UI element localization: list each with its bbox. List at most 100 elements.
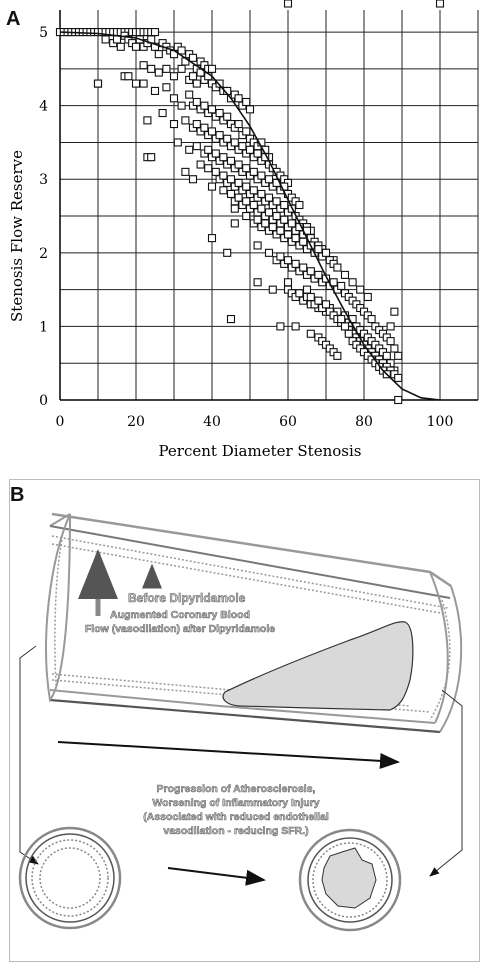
scatter-point [344,329,353,338]
scatter-point [367,315,376,324]
scatter-point [321,300,331,309]
scatter-point [302,285,312,294]
scatter-point [245,145,255,154]
y-tick-label: 5 [39,25,48,41]
scatter-point [112,35,122,44]
left-connector-arrow [19,645,39,865]
scatter-point [154,50,163,59]
scatter-point [245,105,255,114]
scatter-point [253,241,262,250]
scatter-point [242,211,251,221]
scatter-point [283,278,293,287]
scatter-point [337,281,346,290]
scatter-point [162,64,171,73]
chart-axes [59,10,478,401]
x-tick-label: 40 [203,414,221,430]
scatter-point [276,252,285,261]
scatter-point [276,322,285,331]
cross-section-plaque [321,847,377,909]
scatter-point [196,160,205,169]
scatter-point [215,108,224,118]
y-axis-label: Stenosis Flow Reserve [8,150,26,322]
scatter-point [257,204,266,213]
scatter-point [382,351,391,360]
scatter-point [276,226,285,235]
scatter-point [211,149,220,158]
x-tick-label: 0 [56,414,65,430]
scatter-point [283,256,293,265]
scatter-point [272,211,281,221]
progression-text-line1: Progression of Atherosclerosis, [157,783,316,795]
scatter-point [268,285,277,294]
scatter-point [242,182,251,191]
scatter-point [268,223,277,232]
scatter-point [173,138,182,147]
scatter-point [234,193,243,202]
progression-text-line2: Worsening of Inflammatory Injury [152,797,319,809]
progression-text-line4: vasodilation - reducing SFR.) [163,825,308,837]
scatter-point [207,105,217,114]
scatter-point [257,171,266,180]
scatter-point [264,175,274,184]
scatter-point [333,351,342,360]
scatter-point [177,46,186,55]
scatter-point [223,248,232,257]
scatter-point [272,197,281,206]
x-axis-label: Percent Diameter Stenosis [159,442,362,460]
scatter-point [116,42,125,51]
progression-text-line3: (Associated with reduced endothelial [143,811,329,823]
scatter-point [394,373,403,382]
right-connector-arrow [429,689,463,877]
scatter-point [150,86,160,95]
scatter-point [162,83,171,92]
scatter-point [261,219,270,228]
scatter-point [177,64,186,73]
scatter-point [101,35,110,44]
scatter-point [204,145,213,154]
scatter-point [242,197,251,206]
scatter-point [291,259,300,268]
fit-curve [59,31,441,401]
scatter-point [340,270,350,279]
y-tick-label: 2 [39,246,48,262]
scatter-point [93,79,103,88]
scatter-point [207,64,217,73]
scatter-point [223,134,232,143]
y-tick-labels: 0 1 2 3 4 5 [39,25,48,409]
healthy-cross-section [18,826,122,930]
diseased-cross-section [298,828,402,932]
scatter-point [306,267,315,276]
scatter-point [299,263,308,272]
scatter-point [211,167,220,176]
x-tick-label: 20 [127,414,145,430]
scatter-point [139,61,148,70]
scatter-point [333,263,342,272]
scatter-point [219,153,228,162]
scatter-point [238,142,247,151]
panel-a-label: A [6,8,21,30]
scatter-point [185,90,194,99]
scatter-point [219,171,228,180]
scatter-point [264,193,274,202]
scatter-point [340,322,350,331]
x-tick-label: 80 [355,414,373,430]
scatter-point [147,153,156,162]
progression-arrow [57,741,400,769]
x-tick-labels: 0 20 40 60 80 100 [56,414,454,430]
scatter-point [242,164,251,173]
scatter-point [295,289,304,298]
scatter-point [230,219,239,228]
augmented-flow-label-line1: Augmented Coronary Blood [110,609,250,621]
scatter-point [154,68,163,77]
scatter-point [249,200,258,210]
scatter-point [394,395,403,405]
scatter-point [234,160,243,169]
augmented-flow-label-line2: Flow (vasodilation) after Dipyridamole [85,623,275,635]
scatter-point [249,167,258,176]
scatter-point [291,234,300,243]
scatter-point [181,116,190,125]
scatter-point [283,230,293,239]
scatter-point [169,94,179,103]
scatter-point [249,186,258,195]
scatter-point [291,322,300,331]
